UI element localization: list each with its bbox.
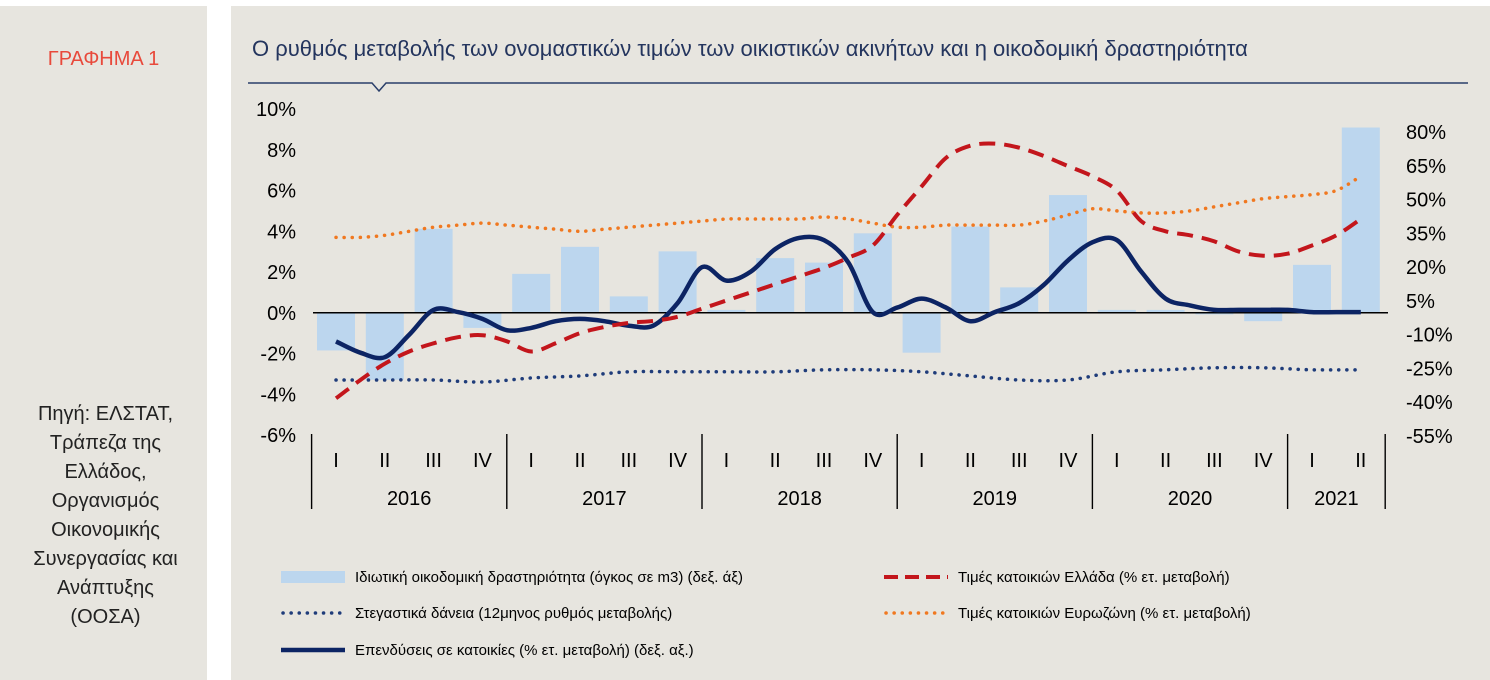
year-label: 2019 — [973, 488, 1018, 510]
quarter-label: II — [1355, 450, 1366, 472]
quarter-label: I — [1114, 450, 1120, 472]
right-axis-tick: 20% — [1406, 257, 1446, 279]
legend-label: Τιμές κατοικιών Ευρωζώνη (% ετ. μεταβολή… — [958, 605, 1251, 622]
bar — [707, 309, 746, 313]
right-axis-tick: 50% — [1406, 190, 1446, 212]
legend-swatch-bars — [281, 571, 345, 583]
quarter-label: IV — [473, 450, 493, 472]
quarter-label: IV — [1059, 450, 1079, 472]
chart-title: Ο ρυθμός μεταβολής των ονομαστικών τιμών… — [252, 36, 1248, 61]
right-axis-tick: 80% — [1406, 122, 1446, 144]
source-line: (ΟΟΣΑ) — [70, 606, 141, 628]
series-line-investment — [335, 234, 1361, 361]
quarter-label: IV — [863, 450, 883, 472]
left-axis-tick: 10% — [256, 99, 296, 121]
source-line: Ανάπτυξης — [57, 577, 154, 599]
sidebar-panel — [0, 6, 207, 680]
right-axis-tick: 5% — [1406, 291, 1435, 313]
bar — [1097, 309, 1136, 313]
quarter-label: I — [724, 450, 730, 472]
source-line: Ελλάδος, — [64, 461, 147, 483]
left-axis-tick: -4% — [260, 384, 296, 406]
quarter-label: III — [620, 450, 637, 472]
bar — [1341, 127, 1380, 313]
left-axis-tick: -2% — [260, 344, 296, 366]
bar — [1293, 264, 1331, 313]
series-line-greece — [334, 141, 1362, 400]
bar — [805, 262, 843, 313]
series-line-loans — [334, 365, 1363, 384]
right-axis-tick: -10% — [1406, 325, 1453, 347]
quarter-label: I — [919, 450, 925, 472]
bar — [1146, 309, 1185, 313]
quarter-label: II — [379, 450, 390, 472]
quarter-label: II — [770, 450, 781, 472]
left-axis-tick: 0% — [267, 303, 296, 325]
bar — [1049, 195, 1087, 313]
quarter-label: II — [574, 450, 585, 472]
quarter-label: III — [1011, 450, 1028, 472]
left-axis-tick: 2% — [267, 262, 296, 284]
source-line: Συνεργασίας και — [33, 548, 178, 570]
quarter-label: III — [816, 450, 833, 472]
right-axis-tick: -25% — [1406, 358, 1453, 380]
year-label: 2021 — [1314, 488, 1359, 510]
quarter-label: II — [1160, 450, 1171, 472]
legend-label: Επενδύσεις σε κατοικίες (% ετ. μεταβολή)… — [355, 642, 694, 659]
left-axis-tick: 4% — [267, 221, 296, 243]
quarter-label: I — [528, 450, 534, 472]
bar — [951, 226, 990, 313]
source-note: Πηγή: ΕΛΣΤΑΤ, Τράπεζα της Ελλάδος, Οργαν… — [18, 400, 193, 632]
source-line: Τράπεζα της — [49, 432, 162, 454]
bar — [902, 312, 941, 353]
bar — [512, 273, 551, 313]
quarter-label: III — [1206, 450, 1223, 472]
left-axis-tick: -6% — [260, 425, 296, 447]
year-label: 2017 — [582, 488, 627, 510]
bar — [561, 246, 599, 313]
year-label: 2016 — [387, 488, 432, 510]
right-axis-tick: 65% — [1406, 156, 1446, 178]
quarter-label: III — [425, 450, 442, 472]
bar — [317, 312, 355, 351]
bar — [853, 233, 892, 313]
left-axis-tick: 6% — [267, 181, 296, 203]
legend-label: Ιδιωτική οικοδομική δραστηριότητα (όγκος… — [355, 569, 743, 586]
series-line-eurozone — [334, 174, 1363, 240]
quarter-label: I — [1309, 450, 1315, 472]
legend-label: Στεγαστικά δάνεια (12μηνος ρυθμός μεταβο… — [355, 605, 672, 622]
bar — [414, 228, 453, 313]
quarter-label: I — [333, 450, 339, 472]
right-axis-tick: -55% — [1406, 426, 1453, 448]
left-axis-tick: 8% — [267, 140, 296, 162]
figure-label: ΓΡΑΦΗΜΑ 1 — [47, 48, 160, 70]
chart-panel — [231, 6, 1490, 680]
source-line: Πηγή: ΕΛΣΤΑΤ, — [37, 403, 174, 425]
title-underline — [248, 82, 1468, 93]
quarter-label: II — [965, 450, 976, 472]
source-line: Οργανισμός — [51, 490, 160, 512]
year-label: 2018 — [777, 488, 822, 510]
bar — [609, 296, 648, 313]
right-axis-tick: -40% — [1406, 392, 1453, 414]
bar — [1244, 312, 1283, 322]
quarter-label: IV — [1254, 450, 1274, 472]
year-label: 2020 — [1168, 488, 1213, 510]
legend-label: Τιμές κατοικιών Ελλάδα (% ετ. μεταβολή) — [958, 569, 1230, 586]
quarter-label: IV — [668, 450, 688, 472]
bar — [756, 258, 795, 313]
right-axis-tick: 35% — [1406, 223, 1446, 245]
source-line: Οικονομικής — [51, 519, 160, 541]
